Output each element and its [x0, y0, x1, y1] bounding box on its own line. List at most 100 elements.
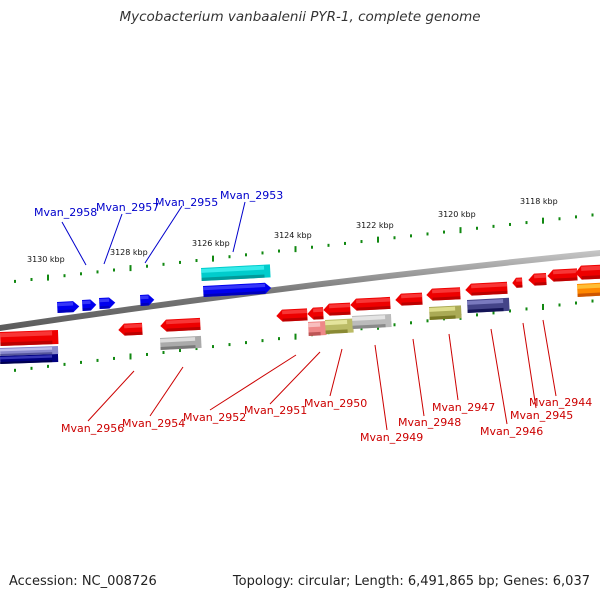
- gene-label[interactable]: Mvan_2945: [510, 409, 573, 422]
- scale-label: 3130 kbp: [27, 255, 65, 264]
- gene-arrow[interactable]: [0, 329, 59, 346]
- gene-arrow[interactable]: [160, 335, 202, 350]
- gene-arrow[interactable]: [201, 264, 271, 281]
- gene-arrow[interactable]: [426, 287, 461, 301]
- bottom-label-leaders: [87, 319, 557, 431]
- minor-tick: [261, 251, 264, 255]
- scale-label: 3124 kbp: [274, 231, 312, 240]
- minor-tick: [96, 270, 99, 274]
- gene-arrow[interactable]: [395, 292, 423, 306]
- gene-arrow[interactable]: [99, 297, 116, 309]
- scale-label: 3126 kbp: [192, 239, 230, 248]
- gene-label[interactable]: Mvan_2955: [155, 196, 218, 209]
- gene-label[interactable]: Mvan_2952: [183, 411, 246, 424]
- gene-arrow[interactable]: [203, 282, 272, 297]
- gene-arrow[interactable]: [465, 281, 508, 296]
- minor-tick: [14, 368, 16, 372]
- minor-tick: [360, 327, 363, 331]
- gene-label[interactable]: Mvan_2946: [480, 425, 543, 438]
- minor-tick: [261, 339, 264, 343]
- gene-arrow[interactable]: [325, 318, 354, 334]
- minor-tick: [360, 240, 363, 244]
- minor-tick: [393, 323, 396, 327]
- minor-tick: [591, 213, 594, 217]
- gene-arrow[interactable]: [0, 353, 59, 364]
- minor-tick: [80, 272, 82, 276]
- gene-label[interactable]: Mvan_2956: [61, 422, 124, 435]
- major-tick: [542, 217, 544, 224]
- gene-label[interactable]: Mvan_2958: [34, 206, 97, 219]
- gene-arrow[interactable]: [118, 322, 143, 336]
- major-tick: [542, 303, 544, 310]
- minor-tick: [426, 319, 429, 323]
- minor-tick: [228, 343, 231, 347]
- minor-tick: [162, 351, 165, 354]
- minor-tick: [344, 241, 346, 245]
- minor-tick: [278, 337, 280, 341]
- gene-arrow[interactable]: [82, 299, 97, 311]
- gene-arrow[interactable]: [308, 321, 327, 336]
- gene-label[interactable]: Mvan_2948: [398, 416, 461, 429]
- major-tick: [212, 255, 214, 262]
- minor-tick: [195, 347, 198, 351]
- gene-arrow[interactable]: [0, 345, 59, 356]
- minor-tick: [47, 364, 49, 368]
- gene-features: [0, 264, 600, 364]
- gene-arrow[interactable]: [350, 296, 391, 311]
- minor-tick: [591, 299, 594, 303]
- gene-arrow[interactable]: [429, 305, 462, 320]
- gene-arrow[interactable]: [307, 307, 324, 320]
- minor-tick: [195, 259, 198, 263]
- gene-arrow[interactable]: [160, 317, 201, 332]
- accession-text: Accession: NC_008726: [9, 574, 157, 589]
- gene-arrow[interactable]: [575, 264, 600, 280]
- gene-label[interactable]: Mvan_2950: [304, 397, 367, 410]
- minor-tick: [525, 221, 528, 225]
- minor-tick: [146, 264, 148, 268]
- topology-info: Topology: circular; Length: 6,491,865 bp…: [232, 574, 590, 589]
- minor-tick: [575, 215, 577, 219]
- gene-label[interactable]: Mvan_2947: [432, 401, 495, 414]
- scale-label: 3118 kbp: [520, 197, 558, 206]
- gene-arrow[interactable]: [547, 268, 578, 282]
- genome-backbone: [0, 250, 600, 331]
- minor-tick: [525, 307, 528, 311]
- minor-tick: [410, 321, 412, 325]
- minor-tick: [179, 349, 181, 353]
- minor-tick: [476, 313, 478, 317]
- minor-tick: [63, 362, 66, 366]
- scale-ticks-top: [14, 213, 594, 283]
- gene-arrow[interactable]: [140, 294, 155, 306]
- scale-label: 3120 kbp: [438, 210, 476, 219]
- gene-arrow[interactable]: [276, 308, 308, 322]
- minor-tick: [96, 358, 99, 362]
- gene-arrow[interactable]: [57, 301, 80, 313]
- minor-tick: [30, 277, 33, 281]
- gene-label[interactable]: Mvan_2944: [529, 396, 592, 409]
- major-tick: [377, 236, 379, 243]
- minor-tick: [245, 341, 247, 345]
- major-tick: [47, 274, 49, 281]
- top-label-leaders: [61, 201, 246, 266]
- minor-tick: [212, 345, 214, 349]
- gene-label[interactable]: Mvan_2957: [96, 201, 159, 214]
- gene-arrow[interactable]: [577, 282, 600, 297]
- gene-arrow[interactable]: [352, 313, 392, 329]
- gene-label[interactable]: Mvan_2951: [244, 404, 307, 417]
- map-title: Mycobacterium vanbaalenii PYR-1, complet…: [119, 9, 481, 25]
- major-tick: [459, 227, 462, 234]
- gene-label[interactable]: Mvan_2954: [122, 417, 185, 430]
- minor-tick: [146, 352, 148, 356]
- gene-label[interactable]: Mvan_2949: [360, 431, 423, 444]
- major-tick: [294, 246, 297, 253]
- gene-arrow[interactable]: [528, 273, 547, 286]
- major-tick: [129, 265, 132, 272]
- minor-tick: [14, 279, 16, 283]
- gene-arrow[interactable]: [467, 297, 510, 313]
- gene-arrow[interactable]: [323, 302, 351, 316]
- gene-label[interactable]: Mvan_2953: [220, 189, 283, 202]
- gene-arrow[interactable]: [512, 277, 523, 288]
- major-tick: [294, 333, 297, 340]
